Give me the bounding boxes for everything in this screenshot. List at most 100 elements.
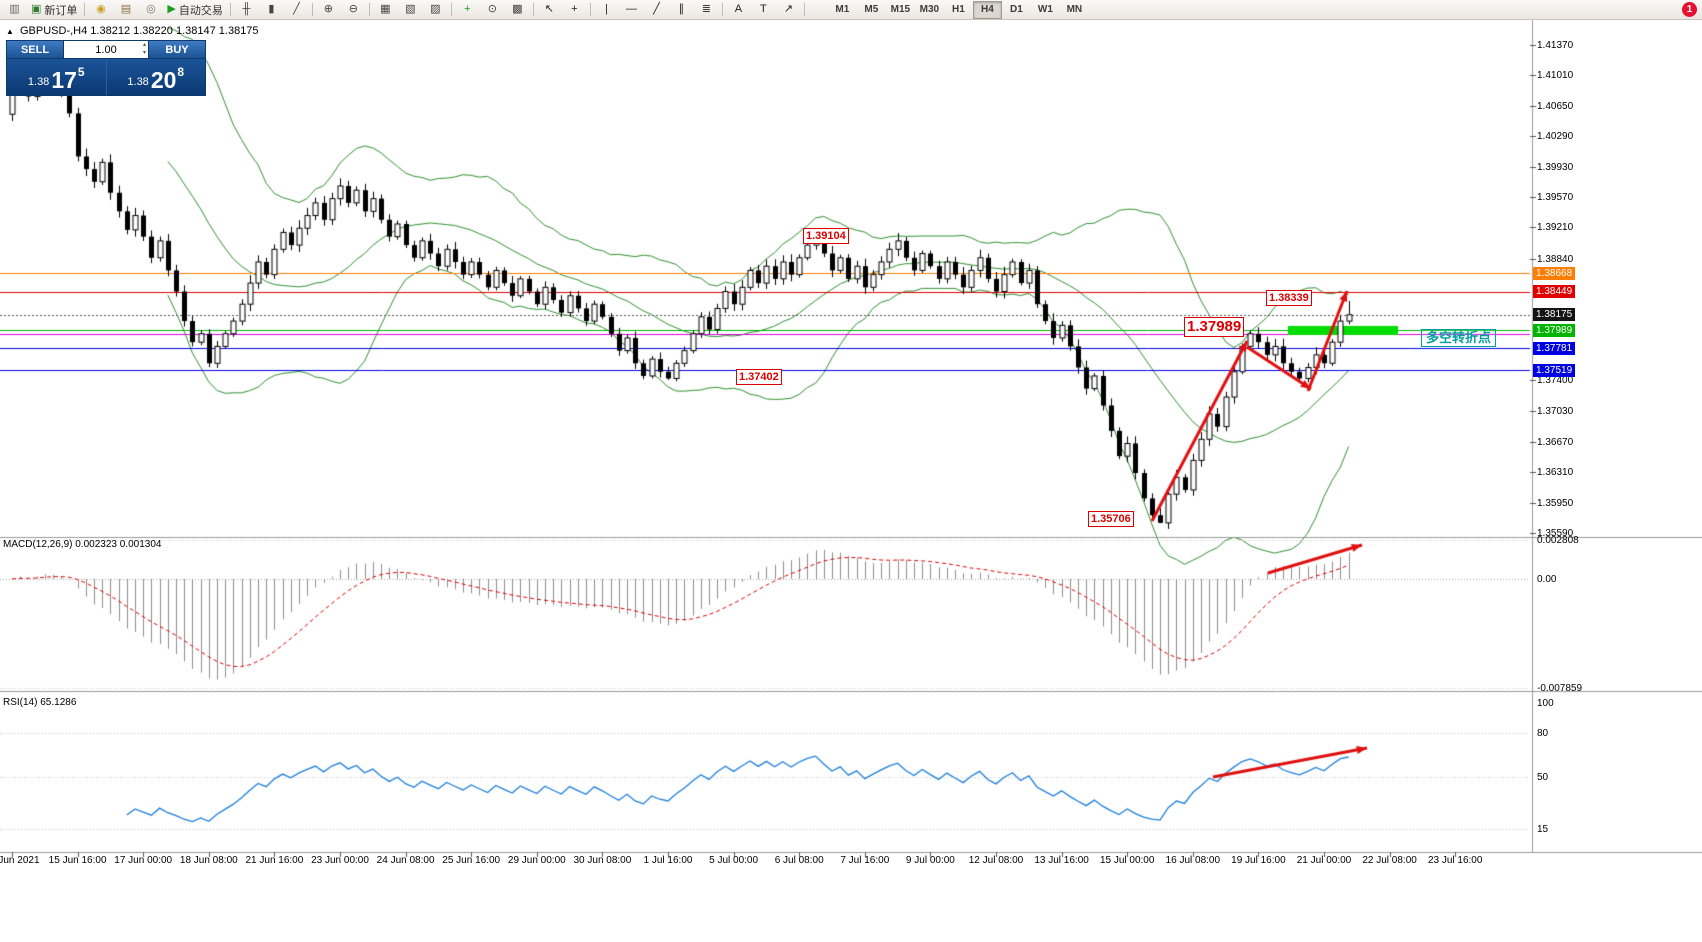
text-icon: A xyxy=(734,3,743,15)
time-axis-label: 7 Jul 16:00 xyxy=(840,855,890,866)
symbol-header: ▲ GBPUSD-,H4 1.38212 1.38220 1.38147 1.3… xyxy=(6,25,259,37)
bid-price[interactable]: 1.38 17 5 xyxy=(7,59,107,95)
candlestick-chart-button[interactable]: ▮ xyxy=(259,0,284,19)
price-axis-tick: 1.38840 xyxy=(1537,253,1574,265)
indicator-lamp-icon: ◉ xyxy=(96,3,106,15)
clock-icon: ⊙ xyxy=(487,3,497,15)
autotrading-button[interactable]: ▶ 自动交易 xyxy=(163,0,226,19)
price-callout[interactable]: 1.37989 xyxy=(1184,317,1245,337)
tile-windows-button[interactable]: ▦ xyxy=(373,0,398,19)
crosshair-icon: + xyxy=(571,3,578,15)
timeframe-mn[interactable]: MN xyxy=(1066,4,1083,15)
cascade-windows-button[interactable]: ▧ xyxy=(398,0,423,19)
trendline-icon: ╱ xyxy=(653,3,660,15)
add-indicator-button[interactable]: + xyxy=(455,0,480,19)
toolbar-separator xyxy=(532,3,534,16)
bid-prefix: 1.38 xyxy=(27,76,50,88)
bar-chart-button[interactable]: ╫ xyxy=(234,0,259,19)
indicators-button[interactable]: ◉ xyxy=(88,0,113,19)
channel-icon: ∥ xyxy=(678,3,685,15)
time-axis-label: 23 Jul 16:00 xyxy=(1427,855,1483,866)
fibonacci-button[interactable]: ≣ xyxy=(694,0,719,19)
price-axis-tick: 1.37400 xyxy=(1537,375,1574,387)
notification-badge[interactable]: 1 xyxy=(1682,2,1697,17)
toolbar-separator xyxy=(589,3,591,16)
zoom-out-button[interactable]: ⊖ xyxy=(341,0,366,19)
rsi-axis-label: 15 xyxy=(1537,823,1549,835)
sell-button[interactable]: SELL xyxy=(6,40,64,59)
price-callout[interactable]: 1.38339 xyxy=(1266,290,1312,306)
timeframe-m15[interactable]: M15 xyxy=(890,4,911,15)
time-axis-label: 22 Jul 08:00 xyxy=(1362,855,1417,866)
price-axis-tick: 1.37030 xyxy=(1537,406,1574,418)
vertical-line-button[interactable]: | xyxy=(594,0,619,19)
price-callout[interactable]: 1.39104 xyxy=(803,228,849,244)
rsi-axis-label: 50 xyxy=(1537,772,1549,783)
price-line-label: 1.37781 xyxy=(1533,341,1576,355)
time-axis-label: 23 Jun 00:00 xyxy=(311,855,369,866)
add-indicator-icon: + xyxy=(464,3,471,15)
note-bullbear-turning-point[interactable]: 多空转折点 xyxy=(1421,329,1497,347)
candlestick-chart-icon: ▮ xyxy=(268,3,275,15)
timeframe-m1[interactable]: M1 xyxy=(835,4,850,15)
time-axis-label: 21 Jun 16:00 xyxy=(245,855,304,866)
buy-button[interactable]: BUY xyxy=(148,40,206,59)
text-button[interactable]: A xyxy=(726,0,751,19)
template-button[interactable]: ▩ xyxy=(505,0,530,19)
symbol-title: GBPUSD-,H4 xyxy=(19,25,88,37)
price-axis-tick: 1.39570 xyxy=(1537,191,1574,203)
rsi-label: RSI(14) 65.1286 xyxy=(3,697,76,708)
price-callout[interactable]: 1.37402 xyxy=(736,369,782,385)
time-axis-label: 21 Jul 00:00 xyxy=(1296,855,1352,866)
price-callout[interactable]: 1.35706 xyxy=(1088,511,1134,527)
price-line-label: 1.38668 xyxy=(1533,266,1576,280)
period-button[interactable]: ⊙ xyxy=(480,0,505,19)
lot-spinner[interactable]: ▴ ▾ xyxy=(143,42,146,58)
price-axis-tick: 1.39210 xyxy=(1537,222,1574,234)
zoom-in-button[interactable]: ⊕ xyxy=(316,0,341,19)
time-axis-label: 1 Jul 16:00 xyxy=(643,855,693,866)
macd-title: MACD(12,26,9) xyxy=(3,539,73,550)
timeframe-m30[interactable]: M30 xyxy=(919,4,940,15)
text-label-button[interactable]: T xyxy=(751,0,776,19)
timeframe-d1[interactable]: D1 xyxy=(1009,4,1023,15)
time-axis-label: 5 Jul 00:00 xyxy=(709,855,759,866)
time-axis-label: 16 Jul 08:00 xyxy=(1165,855,1221,866)
alerts-button[interactable]: ◎ xyxy=(138,0,163,19)
crosshair-button[interactable]: + xyxy=(562,0,587,19)
line-chart-button[interactable]: ╱ xyxy=(284,0,309,19)
template-icon: ▩ xyxy=(512,3,523,15)
horizontal-line-button[interactable]: — xyxy=(619,0,644,19)
arrange-windows-button[interactable]: ▨ xyxy=(423,0,448,19)
timeframe-w1[interactable]: W1 xyxy=(1037,4,1053,15)
bid-big: 17 xyxy=(51,67,77,94)
autotrading-button-label: 自动交易 xyxy=(178,4,223,17)
time-axis-label: 15 Jul 00:00 xyxy=(1099,855,1155,866)
collapse-marker-icon[interactable]: ▲ xyxy=(6,27,14,36)
timeframe-h1[interactable]: H1 xyxy=(951,4,965,15)
spinner-up-icon[interactable]: ▴ xyxy=(142,42,146,48)
autotrading-play-icon: ▶ xyxy=(167,3,176,15)
price-axis-tick: 1.40290 xyxy=(1537,131,1574,143)
timeframe-m5[interactable]: M5 xyxy=(864,4,879,15)
profiles-button[interactable]: ▤ xyxy=(113,0,138,19)
macd-values: 0.002323 0.001304 xyxy=(75,539,162,550)
cursor-button[interactable]: ↖ xyxy=(537,0,562,19)
timeframe-h4[interactable]: H4 xyxy=(972,0,1002,19)
time-axis-label: 29 Jun 00:00 xyxy=(507,855,566,866)
rsi-title: RSI(14) xyxy=(3,697,38,708)
channel-button[interactable]: ∥ xyxy=(669,0,694,19)
lot-size-input[interactable]: 1.00 ▴ ▾ xyxy=(64,40,148,59)
price-axis-tick: 1.35950 xyxy=(1537,497,1574,509)
arrows-button[interactable]: ↗ xyxy=(776,0,801,19)
price-axis-tick: 1.40650 xyxy=(1537,100,1574,112)
trendline-button[interactable]: ╱ xyxy=(644,0,669,19)
new-chart-button[interactable]: ▥ xyxy=(2,0,27,19)
time-axis-label: 12 Jul 08:00 xyxy=(968,855,1024,866)
spinner-down-icon[interactable]: ▾ xyxy=(142,50,146,56)
time-axis-label: 6 Jul 08:00 xyxy=(774,855,824,866)
ask-price[interactable]: 1.38 20 8 xyxy=(107,59,206,95)
line-chart-icon: ╱ xyxy=(293,3,300,15)
new-order-button[interactable]: ▣ 新订单 xyxy=(27,0,81,19)
